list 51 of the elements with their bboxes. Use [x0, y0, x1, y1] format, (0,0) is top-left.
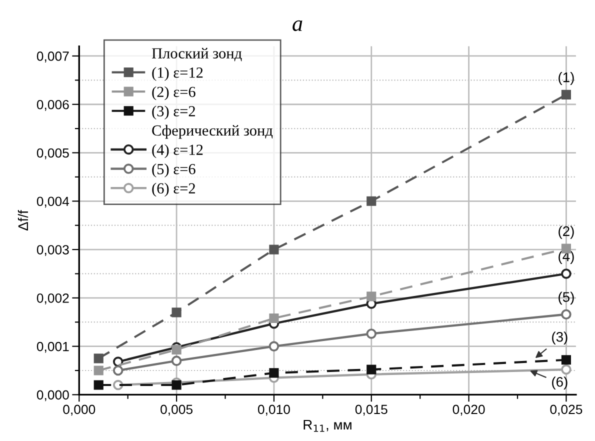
point — [561, 355, 572, 365]
y-tick-label: 0,002 — [36, 293, 69, 304]
annotation: (6) — [552, 376, 568, 390]
annotation: Сферический зонд — [152, 124, 273, 139]
point — [366, 328, 377, 339]
point — [366, 292, 376, 302]
point — [112, 365, 124, 376]
annotation: (2) — [558, 226, 574, 239]
legend-label: (2) ε=6 — [152, 86, 196, 100]
y-tick-label: 0,001 — [36, 342, 69, 353]
x-tick-label: 0,005 — [160, 404, 193, 416]
legend-label: (5) ε=6 — [152, 164, 196, 178]
point — [366, 196, 376, 206]
point — [561, 268, 572, 279]
y-tick-label: 0,006 — [36, 100, 69, 111]
annotation: (5) — [558, 292, 574, 305]
legend-label: (6) ε=2 — [152, 182, 195, 197]
legend-label: (1) ε=12 — [152, 67, 203, 81]
chart-title: a — [292, 20, 302, 32]
point — [172, 344, 182, 354]
y-tick-label: 0,007 — [36, 52, 69, 62]
y-tick-label: 0,000 — [36, 390, 69, 402]
point — [366, 364, 376, 374]
point — [94, 354, 104, 364]
point — [172, 308, 182, 318]
x-tick-label: 0,015 — [355, 404, 388, 416]
y-tick-label: 0,004 — [36, 196, 70, 208]
point — [268, 341, 280, 352]
point — [94, 366, 104, 376]
point — [561, 90, 572, 100]
y-tick-label: 0,003 — [36, 245, 69, 256]
y-tick-label: 0,005 — [36, 148, 69, 160]
point — [269, 244, 279, 254]
annotation: Плоский зонд — [152, 48, 242, 62]
y-axis-title: Δf/f — [18, 210, 28, 231]
annotation: (3) — [552, 332, 568, 345]
x-axis-title: R$_{11}$, мм — [304, 420, 352, 432]
point — [269, 313, 279, 324]
legend-label: (4) ε=12 — [152, 144, 203, 158]
annotation: (1) — [558, 72, 574, 85]
point — [561, 364, 572, 375]
point — [561, 309, 572, 320]
x-tick-label: 0,020 — [452, 404, 485, 416]
point — [172, 380, 182, 390]
x-tick-label: 0,025 — [550, 404, 582, 416]
point — [269, 368, 279, 378]
point — [94, 380, 104, 390]
point — [171, 356, 182, 366]
x-tick-label: 0,000 — [63, 404, 96, 416]
legend-label: (3) ε=2 — [152, 106, 195, 120]
x-tick-label: 0,010 — [258, 404, 290, 416]
